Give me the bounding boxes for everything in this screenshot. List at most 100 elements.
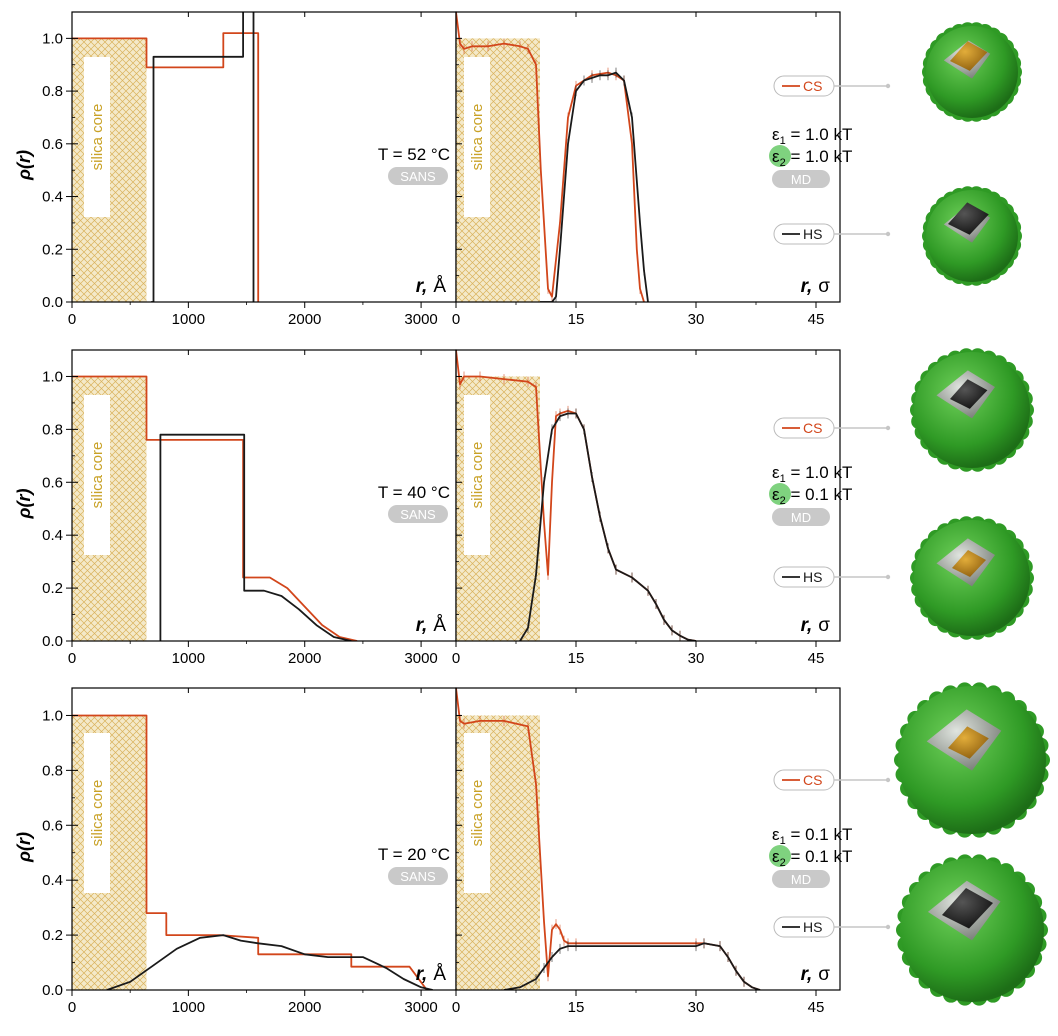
x-tick-label: 0 <box>68 999 76 1016</box>
silica-core-label-box <box>464 57 490 217</box>
series-group <box>72 12 260 302</box>
y-tick-label: 0.6 <box>42 474 63 491</box>
legend-label-cs: CS <box>803 772 822 788</box>
x-axis-label-r: r, <box>416 964 428 985</box>
series-line-hs <box>503 942 761 990</box>
legend-label-cs: CS <box>803 78 822 94</box>
x-tick-label: 0 <box>452 650 460 667</box>
y-axis-label: ρ(r) <box>14 832 34 863</box>
panel-row2-left: silica core 0 1000 2000 3000 0.0 0.2 0.4 0.6 0.8 1… <box>14 349 457 667</box>
eps1-symbol: ε <box>772 125 780 144</box>
sphere-core <box>942 888 993 929</box>
silica-core-label: silica core <box>469 104 486 171</box>
legend-connector-dot <box>885 231 891 237</box>
y-axis-label: ρ(r) <box>14 489 34 520</box>
panel-row1-right: silica core 0 15 30 45 r, σ <box>452 11 841 328</box>
x-tick-label: 1000 <box>172 311 205 328</box>
x-tick-label: 45 <box>808 650 825 667</box>
polymer-sphere-render <box>896 854 1048 1006</box>
eps2-subscript: 2 <box>780 157 786 169</box>
x-tick-label: 15 <box>568 650 585 667</box>
silica-core-label-box <box>84 395 110 555</box>
x-tick-label: 0 <box>452 999 460 1016</box>
x-tick-label: 15 <box>568 311 585 328</box>
eps2-highlight <box>769 145 791 167</box>
x-axis-label-unit: σ <box>818 615 830 636</box>
md-label: MD <box>791 872 811 887</box>
x-tick-label: 45 <box>808 999 825 1016</box>
panel-row2-right: silica core 0 15 30 45 r, σ <box>452 349 841 667</box>
sans-pill <box>388 167 448 185</box>
y-tick-label: 0.4 <box>42 527 63 544</box>
x-tick-label: 0 <box>68 311 76 328</box>
x-axis-label-unit: Å <box>433 615 446 636</box>
panel-frame <box>455 349 841 642</box>
silica-core-label: silica core <box>469 780 486 847</box>
eps1-symbol: ε <box>772 463 780 482</box>
y-axis-label: ρ(r) <box>14 150 34 181</box>
silica-core-label: silica core <box>89 442 106 509</box>
x-tick-label: 2000 <box>288 311 321 328</box>
eps2-value: = 1.0 kT <box>786 147 853 166</box>
md-label: MD <box>791 510 811 525</box>
x-axis-label-r: r, <box>801 615 813 636</box>
y-tick-label: 0.0 <box>42 633 63 650</box>
x-axis-label-r: r, <box>416 276 428 297</box>
eps1-symbol: ε <box>772 825 780 844</box>
x-axis-label-r: r, <box>801 964 813 985</box>
x-tick-label: 3000 <box>404 311 437 328</box>
eps1-subscript: 1 <box>780 135 786 147</box>
eps1-label: ε1 = 0.1 kT <box>772 825 852 847</box>
x-tick-label: 1000 <box>172 999 205 1016</box>
sphere-core <box>950 41 988 71</box>
x-axis-label: r, Å <box>416 276 447 297</box>
series-group <box>456 350 697 641</box>
series-line-hs <box>540 71 649 302</box>
panel-frame <box>455 687 841 991</box>
panel-row3-right: silica core 0 15 30 45 r, σ <box>452 687 841 1016</box>
eps2-symbol: ε <box>772 147 780 166</box>
x-tick-label: 2000 <box>288 999 321 1016</box>
y-tick-label: 0.4 <box>42 189 63 206</box>
polymer-sphere-render <box>922 22 1022 122</box>
sans-label: SANS <box>400 507 436 522</box>
eps2-value: = 0.1 kT <box>786 485 853 504</box>
x-tick-label: 45 <box>808 311 825 328</box>
temperature-label: T = 52 °C <box>378 145 450 164</box>
polymer-sphere-render <box>910 516 1034 640</box>
x-tick-label: 15 <box>568 999 585 1016</box>
eps1-value: = 1.0 kT <box>786 125 853 144</box>
sphere-core <box>952 550 986 577</box>
series-group <box>456 688 761 990</box>
x-tick-label: 3000 <box>404 650 437 667</box>
series-line-cs <box>72 375 358 641</box>
y-tick-label: 0.8 <box>42 83 63 100</box>
sans-label: SANS <box>400 869 436 884</box>
series-line-hs <box>151 12 255 302</box>
x-tick-label: 0 <box>68 650 76 667</box>
eps1-label: ε1 = 1.0 kT <box>772 125 852 147</box>
md-pill <box>772 870 830 888</box>
y-tick-label: 0.4 <box>42 872 63 889</box>
legend-connector-dot <box>885 83 891 89</box>
y-tick-label: 0.2 <box>42 580 63 597</box>
x-axis-label: r, σ <box>801 276 831 297</box>
y-tick-label: 0.6 <box>42 817 63 834</box>
legend-label-hs: HS <box>803 226 822 242</box>
eps2-subscript: 2 <box>780 857 786 869</box>
eps2-label: ε2 = 0.1 kT <box>772 485 852 507</box>
x-axis-label: r, σ <box>801 964 831 985</box>
legend-connector-dot <box>885 425 891 431</box>
x-tick-label: 30 <box>688 311 705 328</box>
temperature-label: T = 20 °C <box>378 845 450 864</box>
y-tick-label: 0.8 <box>42 421 63 438</box>
legend-connector-dot <box>885 924 891 930</box>
y-tick-label: 0.0 <box>42 294 63 311</box>
eps2-symbol: ε <box>772 485 780 504</box>
eps1-label: ε1 = 1.0 kT <box>772 463 852 485</box>
series-group <box>72 375 358 641</box>
polymer-sphere-render <box>922 186 1022 286</box>
x-axis-label-unit: Å <box>433 276 446 297</box>
series-line-cs <box>72 32 260 302</box>
